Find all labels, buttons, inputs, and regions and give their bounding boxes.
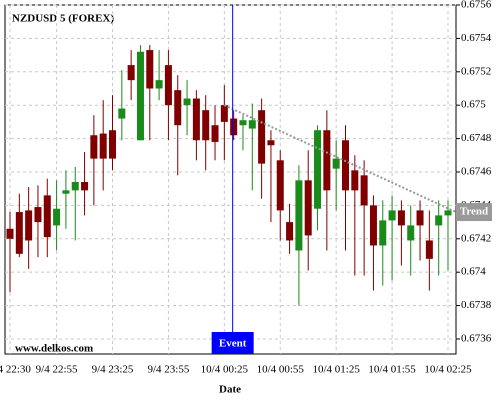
candle-body — [425, 240, 433, 259]
x-tick-label: 9/4 22:55 — [36, 364, 78, 376]
x-axis-label: Date — [219, 384, 241, 396]
y-tick-label: 0.6756 — [461, 0, 492, 11]
candle-body — [267, 140, 275, 146]
candle-body — [211, 125, 219, 142]
candle-body — [220, 105, 228, 122]
candle-body — [397, 210, 405, 226]
y-tick-label: 0.6738 — [461, 299, 492, 311]
candle-body — [192, 98, 200, 141]
candle-body — [15, 212, 23, 254]
y-tick-label: 0.6748 — [461, 132, 492, 144]
candle-body — [407, 225, 415, 241]
x-tick-label: 10/4 01:25 — [312, 364, 360, 376]
y-tick-label: 0.6746 — [461, 166, 492, 178]
candle-body — [332, 158, 340, 169]
candle-body — [369, 205, 377, 246]
candle-body — [323, 130, 331, 191]
candle-body — [109, 130, 117, 159]
x-tick-label: 10/4 01:55 — [368, 364, 416, 376]
x-tick-label: 10/4 00:55 — [257, 364, 305, 376]
candle-body — [164, 65, 172, 106]
x-tick-label: 10/4 00:25 — [201, 364, 249, 376]
candle-body — [146, 50, 154, 89]
candle-body — [230, 118, 238, 136]
x-tick-label: 9/4 23:55 — [147, 364, 189, 376]
candle-body — [239, 120, 247, 126]
x-tick-label: 9/4 23:25 — [92, 364, 134, 376]
candle-body — [202, 110, 210, 141]
candle-body — [295, 180, 303, 251]
candle-body — [155, 80, 163, 89]
y-tick-label: 0.675 — [461, 99, 486, 111]
y-tick-label: 0.6742 — [461, 232, 491, 244]
x-tick-label: 9/4 22:30 — [0, 364, 31, 376]
candle-body — [360, 175, 368, 206]
candle-body — [34, 207, 42, 223]
candle-body — [304, 180, 312, 236]
candle-body — [174, 90, 182, 126]
trend-label: Trend — [460, 206, 488, 218]
candle-body — [379, 220, 387, 246]
watermark: www.delkos.com — [15, 343, 93, 355]
candle-body — [43, 195, 51, 238]
candle-body — [351, 170, 359, 191]
candle-body — [62, 190, 70, 194]
candle-body — [99, 133, 107, 159]
candle-body — [444, 210, 452, 216]
candle-body — [314, 130, 322, 209]
event-label: Event — [219, 338, 247, 350]
candle-body — [90, 135, 98, 159]
candle-body — [341, 140, 349, 191]
candle-body — [276, 160, 284, 211]
chart-title: NZDUSD 5 (FOREX) — [12, 13, 114, 25]
y-tick-label: 0.674 — [461, 266, 486, 278]
candle-body — [258, 110, 266, 164]
candle-body — [71, 182, 79, 191]
candle-body — [53, 208, 61, 226]
candle-body — [118, 108, 126, 119]
candle-body — [25, 210, 33, 241]
plot-frame — [4, 4, 457, 355]
y-tick-label: 0.6752 — [461, 65, 491, 77]
trend-label-box — [456, 203, 492, 222]
candle-body — [286, 222, 294, 241]
event-label-box — [211, 332, 254, 354]
candle-body — [388, 210, 396, 221]
candle-body — [136, 51, 144, 141]
candle-body — [416, 210, 424, 226]
candle-body — [127, 65, 135, 81]
trend-line — [223, 104, 457, 213]
candle-body — [6, 228, 14, 239]
candle-body — [183, 98, 191, 106]
candle-body — [248, 120, 256, 129]
candle-body — [435, 215, 443, 226]
y-tick-label: 0.6754 — [461, 32, 492, 44]
candle-body — [81, 182, 89, 191]
x-tick-label: 10/4 02:25 — [424, 364, 472, 376]
y-tick-label: 0.6736 — [461, 333, 492, 345]
